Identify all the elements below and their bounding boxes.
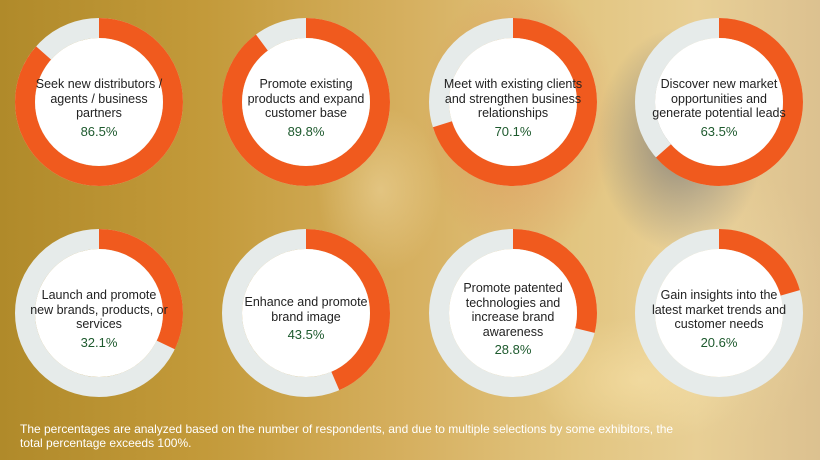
- donut-chart: [15, 18, 183, 186]
- percentage-value: 70.1%: [494, 123, 532, 139]
- donut-label: Promote existing products and expand cus…: [236, 77, 376, 139]
- donut-center: [449, 249, 577, 377]
- donut-center: [242, 249, 370, 377]
- donut-label: Seek new distributors / agents / busines…: [29, 77, 169, 139]
- donut-chart: [222, 18, 390, 186]
- donut-slice: [15, 18, 183, 186]
- donut-slice: [222, 229, 390, 397]
- donut-slice: [429, 18, 597, 186]
- donut-chart: [429, 18, 597, 186]
- category-label: Meet with existing clients and strengthe…: [443, 77, 583, 120]
- donut-label: Promote patented technologies and increa…: [443, 281, 583, 358]
- donut-chart: [635, 18, 803, 186]
- donut-label: Launch and promote new brands, products,…: [29, 288, 169, 350]
- category-label: Seek new distributors / agents / busines…: [35, 77, 163, 120]
- category-label: Enhance and promote brand image: [244, 295, 368, 324]
- donut-center: [655, 38, 783, 166]
- donut-center: [242, 38, 370, 166]
- footnote: The percentages are analyzed based on th…: [20, 422, 674, 450]
- donut-slice: [635, 229, 803, 397]
- donut-label: Gain insights into the latest market tre…: [649, 288, 789, 350]
- percentage-value: 32.1%: [80, 334, 118, 350]
- category-label: Gain insights into the latest market tre…: [651, 288, 787, 331]
- percentage-value: 43.5%: [287, 327, 325, 342]
- donut-slice: [635, 18, 803, 186]
- donut-center: [35, 38, 163, 166]
- donut-chart: [15, 229, 183, 397]
- donut-center: [449, 38, 577, 166]
- donut-label: Enhance and promote brand image 43.5%: [236, 295, 376, 343]
- donut-slice: [429, 229, 597, 397]
- donut-chart: [429, 229, 597, 397]
- category-label: Launch and promote new brands, products,…: [30, 288, 168, 331]
- donut-center: [35, 249, 163, 377]
- category-label: Promote existing products and expand cus…: [247, 77, 365, 120]
- category-label: Discover new market opportunities and ge…: [652, 77, 786, 120]
- donut-slice: [15, 229, 183, 397]
- percentage-value: 63.5%: [700, 123, 738, 139]
- percentage-value: 89.8%: [287, 123, 325, 139]
- percentage-value: 28.8%: [494, 342, 532, 357]
- donut-label: Discover new market opportunities and ge…: [649, 77, 789, 139]
- donut-slice: [222, 18, 390, 186]
- donut-label: Meet with existing clients and strengthe…: [443, 77, 583, 139]
- donut-chart: [222, 229, 390, 397]
- percentage-value: 86.5%: [80, 123, 118, 139]
- donut-center: [655, 249, 783, 377]
- percentage-value: 20.6%: [700, 334, 738, 350]
- donut-chart: [635, 229, 803, 397]
- category-label: Promote patented technologies and increa…: [463, 281, 563, 339]
